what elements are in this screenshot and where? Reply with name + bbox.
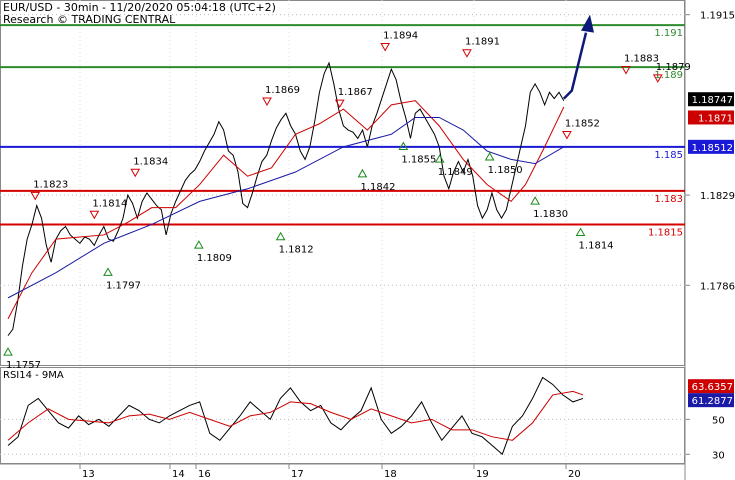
pivot-low-marker [103, 267, 113, 276]
rsi-title: RSI14 - 9MA [3, 370, 64, 381]
current-price-tag-bg [688, 92, 734, 107]
rsi-value-tag-bg [688, 393, 734, 408]
chart-source: Research © TRADING CENTRAL [3, 13, 176, 26]
fast-ma-tag-bg [688, 110, 734, 125]
pivot-low-marker [275, 231, 286, 241]
chart-title: EUR/USD - 30min - 11/20/2020 05:04:18 (U… [3, 1, 276, 14]
time-axis-label: 19 [476, 469, 489, 480]
pivot-low-label: 1.1830 [533, 209, 568, 220]
pivot-high-label: 1.1814 [92, 198, 127, 209]
pivot-high-marker [334, 99, 345, 109]
time-axis-label: 13 [82, 469, 95, 480]
pivot-low-label: 1.1855 [401, 155, 436, 166]
pivot-high-marker [380, 42, 391, 52]
level-label: 1.183 [654, 194, 683, 205]
price-series-line [7, 61, 565, 336]
pivot-low-marker [575, 227, 586, 237]
pivot-low-label: 1.1757 [6, 360, 41, 371]
current-price-tag: 1.18747 [692, 95, 733, 106]
pivot-high-marker [462, 49, 472, 58]
level-label: 1.189 [654, 70, 683, 81]
pivot-high-label: 1.1852 [565, 119, 600, 130]
ma-slow-line [7, 116, 565, 299]
pivot-low-marker [398, 141, 409, 151]
pivot-level-tag: 1.18512 [692, 143, 733, 154]
rsi-ma-tag-bg [688, 379, 734, 394]
pivot-high-label: 1.1894 [383, 30, 418, 41]
projection-arrow-line [562, 32, 588, 100]
price-axis-label: 1.1786 [700, 281, 735, 292]
pivot-low-marker [484, 152, 495, 161]
level-label: 1.191 [654, 28, 683, 39]
rsi-axis-label: 30 [712, 450, 725, 461]
time-axis-label: 17 [291, 469, 304, 480]
pivot-low-label: 1.1850 [488, 165, 523, 176]
pivot-low-label: 1.1814 [579, 241, 614, 252]
time-axis-label: 16 [198, 469, 211, 480]
rsi-line [7, 376, 584, 456]
rsi-ma-line [7, 390, 584, 441]
price-axis-label: 1.1829 [700, 191, 735, 202]
pivot-high-marker [621, 66, 631, 75]
pivot-low-label: 1.1842 [360, 182, 395, 193]
projection-arrowhead [581, 14, 594, 33]
pivot-high-marker [652, 74, 663, 83]
pivot-low-marker [3, 347, 13, 356]
pivot-high-label: 1.1879 [656, 62, 691, 73]
pivot-high-marker [562, 131, 572, 140]
pivot-low-label: 1.1797 [106, 280, 141, 291]
time-axis-label: 20 [568, 469, 581, 480]
price-panel-border [0, 0, 685, 366]
level-label: 1.1815 [648, 227, 683, 238]
fast-ma-tag: 1.1871 [698, 113, 733, 124]
pivot-low-marker [530, 196, 540, 205]
rsi-axis-label: 50 [712, 415, 725, 426]
rsi-panel-border [0, 367, 685, 464]
pivot-low-label: 1.1849 [438, 167, 473, 178]
pivot-high-marker [89, 210, 100, 220]
pivot-high-marker [30, 191, 41, 201]
pivot-level-tag-bg [688, 139, 734, 154]
rsi-ma-tag: 63.6357 [692, 382, 733, 393]
pivot-high-label: 1.1867 [338, 87, 373, 98]
pivot-high-label: 1.1883 [624, 54, 659, 65]
pivot-low-marker [357, 168, 368, 178]
ma-fast-line [7, 100, 565, 320]
pivot-low-marker [434, 154, 445, 163]
pivot-high-label: 1.1869 [265, 85, 300, 96]
pivot-high-label: 1.1834 [133, 156, 168, 167]
pivot-high-label: 1.1891 [465, 37, 500, 48]
time-axis-label: 14 [172, 469, 185, 480]
price-axis-label: 1.1915 [700, 11, 735, 22]
pivot-high-label: 1.1823 [33, 179, 68, 190]
level-label: 1.185 [654, 150, 683, 161]
pivot-low-label: 1.1812 [279, 245, 314, 256]
pivot-high-marker [262, 97, 272, 106]
pivot-low-label: 1.1809 [197, 253, 232, 264]
pivot-low-marker [193, 240, 204, 249]
rsi-value-tag: 61.2877 [692, 396, 733, 407]
time-axis-label: 18 [384, 469, 397, 480]
pivot-high-marker [130, 168, 141, 178]
